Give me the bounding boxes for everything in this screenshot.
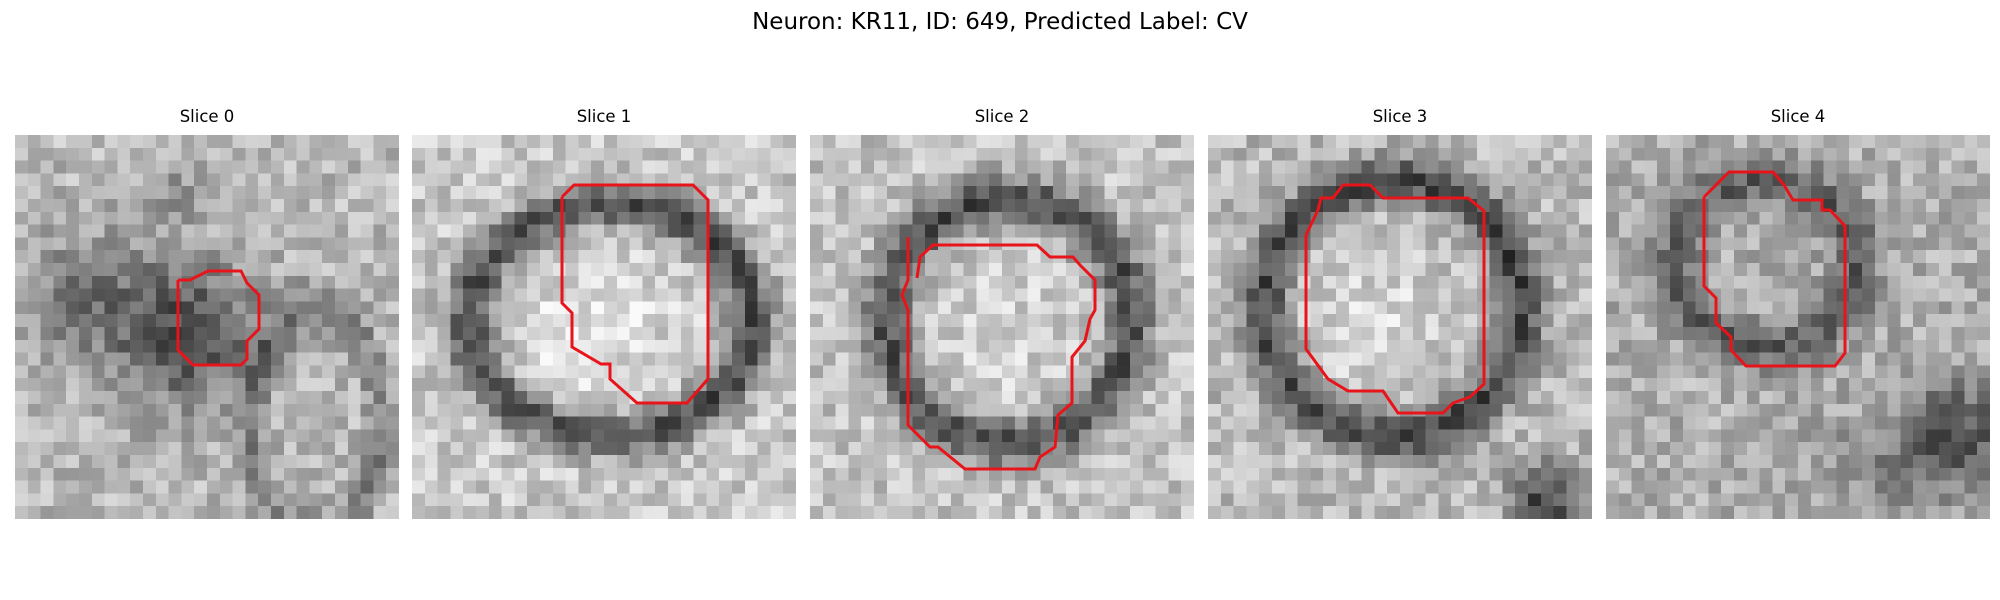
slice-panel-3: Slice 3 (1208, 107, 1592, 519)
slice-image-2 (810, 135, 1194, 519)
slice-panel-4: Slice 4 (1606, 107, 1990, 519)
slice-title: Slice 1 (576, 107, 632, 126)
segmentation-contour (560, 183, 710, 405)
slice-panel-2: Slice 2 (810, 107, 1194, 519)
contour-line (176, 269, 261, 367)
contour-line (900, 237, 1097, 471)
slice-image-3 (1208, 135, 1592, 519)
contour-line (1304, 183, 1486, 415)
slice-title: Slice 3 (1372, 107, 1428, 126)
slice-panel-1: Slice 1 (412, 107, 796, 519)
segmentation-contour (1304, 183, 1486, 415)
slice-title: Slice 4 (1770, 107, 1826, 126)
slice-panel-0: Slice 0 (15, 107, 399, 519)
segmentation-contour (900, 237, 1097, 471)
segmentation-contour (1702, 170, 1847, 368)
figure-title: Neuron: KR11, ID: 649, Predicted Label: … (752, 9, 1248, 35)
contour-line (1702, 170, 1847, 368)
grayscale-image (15, 135, 399, 519)
slice-image-4 (1606, 135, 1990, 519)
grayscale-image (810, 135, 1194, 519)
grayscale-image (412, 135, 796, 519)
slice-title: Slice 0 (179, 107, 235, 126)
slice-image-1 (412, 135, 796, 519)
slice-title: Slice 2 (974, 107, 1030, 126)
segmentation-contour (176, 269, 261, 367)
contour-line (560, 183, 710, 405)
slice-image-0 (15, 135, 399, 519)
